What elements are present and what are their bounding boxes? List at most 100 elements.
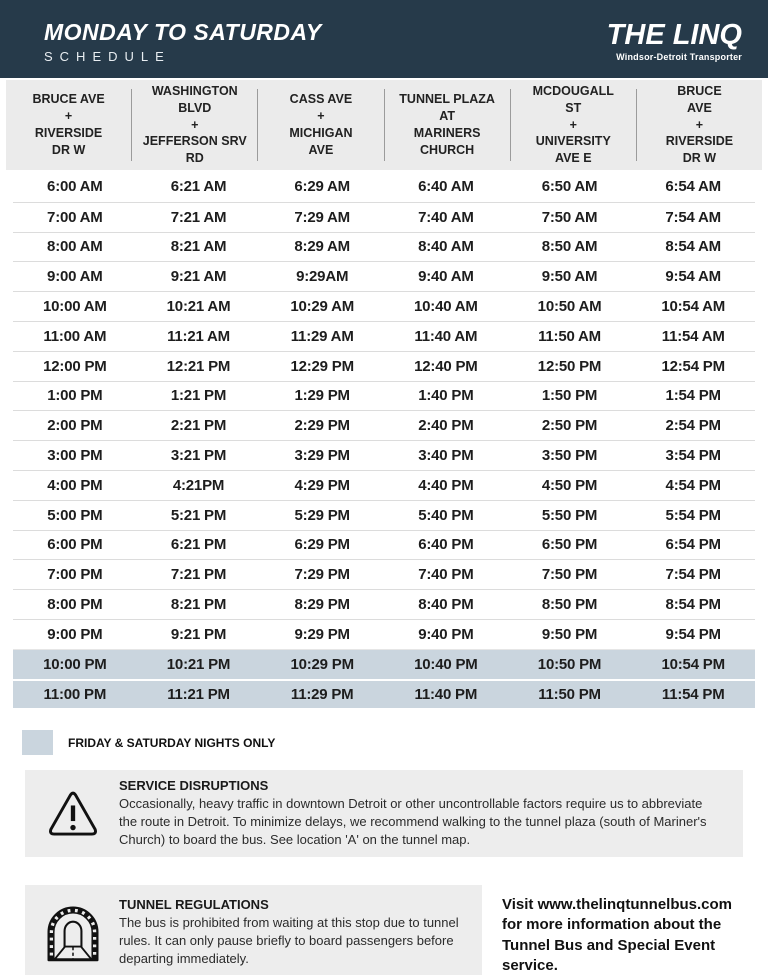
time-cell: 8:29 AM: [294, 238, 350, 256]
time-cell: 7:50 PM: [541, 566, 598, 584]
time-cell: 6:50 PM: [541, 536, 598, 554]
column-header-3: CASS AVE + MICHIGAN AVE: [258, 89, 385, 161]
time-cell: 7:00 PM: [47, 566, 103, 584]
time-cell: 9:00 PM: [47, 625, 103, 643]
schedule-column-headers: BRUCE AVE + RIVERSIDE DR W WASHINGTON BLVD + JE…: [6, 80, 762, 170]
time-cell: 3:40 PM: [418, 447, 474, 465]
time-cell: 1:54 PM: [665, 387, 721, 405]
time-cell: 8:54 PM: [665, 596, 721, 614]
time-cell: 2:54 PM: [665, 417, 721, 435]
service-disruptions-text: SERVICE DISRUPTIONS Occasionally, heavy …: [119, 778, 729, 849]
time-cell: 10:21 AM: [166, 298, 231, 316]
tunnel-regulations-heading: TUNNEL REGULATIONS: [119, 897, 269, 913]
time-cell: 10:54 PM: [661, 655, 725, 673]
time-cell: 11:50 AM: [538, 327, 601, 345]
time-cell: 3:29 PM: [294, 447, 350, 465]
time-cell: 10:29 PM: [290, 655, 354, 673]
time-cell: 11:50 PM: [538, 685, 601, 703]
time-cell: 10:54 AM: [661, 298, 726, 316]
time-cell: 8:50 PM: [541, 596, 598, 614]
time-cell: 9:54 PM: [665, 625, 721, 643]
time-cell: 3:50 PM: [541, 447, 598, 465]
time-cell: 2:40 PM: [418, 417, 474, 435]
time-cell: 12:00 PM: [43, 357, 107, 375]
time-cell: 5:50 PM: [541, 506, 598, 524]
time-cell: 4:54 PM: [665, 476, 721, 494]
time-cell: 9:29 PM: [294, 625, 350, 643]
time-cell: 7:54 PM: [665, 566, 721, 584]
time-cell: 9:50 PM: [541, 625, 598, 643]
time-cell: 6:21 AM: [170, 178, 227, 196]
banner: MONDAY TO SATURDAY SCHEDULE THE LINQ Win…: [0, 0, 768, 78]
schedule-row: 8:00 PM 8:21 PM 8:29 PM 8:40 PM 8:50 PM 8:54 …: [13, 589, 755, 619]
schedule-row: 6:00 PM 6:21 PM 6:29 PM 6:40 PM 6:50 PM 6:54 …: [13, 529, 755, 560]
time-cell: 11:29 PM: [290, 685, 354, 703]
schedule-row-weekend-night: 10:00 PM 10:21 PM 10:29 PM 10:40 PM 10:50 PM…: [13, 648, 755, 679]
time-cell: 12:54 PM: [661, 357, 725, 375]
time-cell: 10:21 PM: [166, 655, 231, 673]
bottom-section: TUNNEL REGULATIONS The bus is prohibited…: [25, 885, 743, 975]
time-cell: 11:21 AM: [167, 327, 230, 345]
time-cell: 3:54 PM: [665, 447, 721, 465]
schedule-row: 7:00 AM 7:21 AM 7:29 AM 7:40 AM 7:50 AM 7:54 …: [13, 201, 755, 232]
time-cell: 1:50 PM: [541, 387, 598, 405]
column-header-1: BRUCE AVE + RIVERSIDE DR W: [6, 89, 133, 161]
service-disruptions-heading: SERVICE DISRUPTIONS: [119, 778, 269, 794]
service-disruptions-notice: SERVICE DISRUPTIONS Occasionally, heavy …: [25, 770, 743, 858]
schedule-row: 3:00 PM 3:21 PM 3:29 PM 3:40 PM 3:50 PM 3:54 …: [13, 440, 755, 470]
time-cell: 1:40 PM: [418, 387, 474, 405]
time-cell: 9:50 AM: [541, 268, 598, 286]
time-cell: 6:50 AM: [541, 178, 598, 196]
time-cell: 9:00 AM: [47, 268, 103, 286]
legend: FRIDAY & SATURDAY NIGHTS ONLY: [22, 730, 768, 756]
time-cell: 9:21 PM: [170, 625, 227, 643]
schedule-row: 9:00 PM 9:21 PM 9:29 PM 9:40 PM 9:50 PM 9:54 …: [13, 618, 755, 649]
time-cell: 2:21 PM: [170, 417, 227, 435]
time-cell: 6:29 PM: [294, 536, 350, 554]
time-cell: 8:21 PM: [170, 596, 227, 614]
page-subtitle: SCHEDULE: [44, 48, 171, 64]
time-cell: 7:21 PM: [170, 566, 227, 584]
time-cell: 7:50 AM: [541, 208, 598, 226]
schedule-table-body: 6:00 AM 6:21 AM 6:29 AM 6:40 AM 6:50 AM 6:54 …: [13, 172, 755, 709]
time-cell: 11:00 AM: [43, 327, 107, 345]
time-cell: 7:40 AM: [418, 208, 474, 226]
time-cell: 2:50 PM: [541, 417, 598, 435]
service-disruptions-body: Occasionally, heavy traffic in downtown …: [119, 796, 707, 848]
time-cell: 4:50 PM: [541, 476, 598, 494]
time-cell: 6:54 AM: [665, 178, 721, 196]
time-cell: 6:40 PM: [418, 536, 474, 554]
time-cell: 7:00 AM: [47, 208, 103, 226]
schedule-row: 5:00 PM 5:21 PM 5:29 PM 5:40 PM 5:50 PM 5:54 …: [13, 499, 755, 530]
schedule-row: 9:00 AM 9:21 AM 9:29AM 9:40 AM 9:50 AM 9:54 A…: [13, 261, 755, 291]
time-cell: 11:21 PM: [167, 685, 230, 703]
time-cell: 9:54 AM: [665, 268, 721, 286]
page-title: MONDAY TO SATURDAY: [44, 18, 322, 45]
time-cell: 4:21PM: [172, 476, 225, 494]
time-cell: 10:50 PM: [537, 655, 602, 673]
tunnel-icon: [47, 906, 99, 961]
schedule-row: 2:00 PM 2:21 PM 2:29 PM 2:40 PM 2:50 PM 2:54 …: [13, 410, 755, 440]
logo-tagline: Windsor-Detroit Transporter: [616, 51, 742, 62]
time-cell: 11:54 AM: [661, 327, 725, 345]
time-cell: 12:29 PM: [290, 357, 354, 375]
schedule-row: 1:00 PM 1:21 PM 1:29 PM 1:40 PM 1:50 PM 1:54 …: [13, 380, 755, 411]
time-cell: 8:50 AM: [541, 238, 598, 256]
warning-triangle-icon: [49, 792, 97, 837]
schedule-row: 6:00 AM 6:21 AM 6:29 AM 6:40 AM 6:50 AM 6:54 …: [13, 172, 755, 202]
column-header-6: BRUCE AVE + RIVERSIDE DR W: [665, 83, 734, 166]
schedule-row-weekend-night: 11:00 PM 11:21 PM 11:29 PM 11:40 PM 11:50 PM…: [13, 678, 755, 709]
time-cell: 7:29 PM: [294, 566, 350, 584]
time-cell: 10:00 PM: [43, 655, 107, 673]
time-cell: 2:00 PM: [47, 417, 103, 435]
time-cell: 5:29 PM: [294, 506, 350, 524]
legend-highlight-swatch: [22, 730, 53, 756]
time-cell: 10:29 AM: [290, 298, 355, 316]
time-cell: 6:00 PM: [47, 536, 103, 554]
time-cell: 8:40 AM: [418, 238, 474, 256]
time-cell: 11:54 PM: [661, 685, 725, 703]
tunnel-regulations-text: TUNNEL REGULATIONS The bus is prohibited…: [119, 897, 468, 968]
time-cell: 1:21 PM: [170, 387, 227, 405]
time-cell: 10:40 PM: [414, 655, 478, 673]
